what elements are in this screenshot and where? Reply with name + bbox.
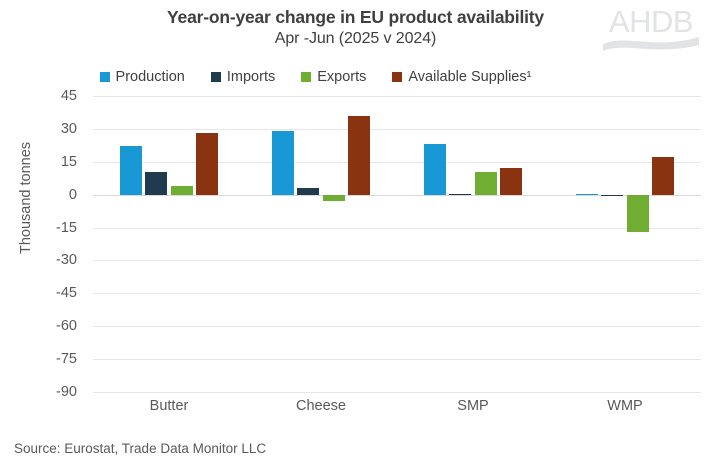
gridline bbox=[93, 293, 701, 295]
chart-legend: Production Imports Exports Available Suppli… bbox=[0, 69, 711, 85]
gridline bbox=[93, 326, 701, 328]
bar-group bbox=[93, 96, 245, 392]
bar[interactable] bbox=[474, 171, 497, 195]
legend-swatch-icon bbox=[99, 72, 110, 82]
source-note: Source: Eurostat, Trade Data Monitor LLC bbox=[14, 441, 267, 456]
y-axis-tick-label: -15 bbox=[56, 219, 77, 236]
title-block: Year-on-year change in EU product availa… bbox=[0, 6, 711, 49]
chart-subtitle: Apr -Jun (2025 v 2024) bbox=[274, 30, 437, 47]
legend-label: Imports bbox=[226, 69, 276, 85]
y-axis-tick-label: 45 bbox=[60, 88, 77, 104]
bar[interactable] bbox=[322, 194, 345, 202]
bar[interactable] bbox=[449, 194, 472, 196]
gridline bbox=[93, 227, 701, 229]
legend-swatch-icon bbox=[301, 72, 312, 82]
y-axis-tick-label: -45 bbox=[56, 285, 77, 302]
legend-item[interactable]: Available Supplies¹ bbox=[392, 69, 531, 85]
y-axis-tick-label: -60 bbox=[56, 318, 77, 335]
y-axis-tick-label: -90 bbox=[56, 384, 77, 400]
logo-text: AHDB bbox=[609, 4, 693, 39]
legend-swatch-icon bbox=[210, 72, 221, 82]
bar[interactable] bbox=[499, 168, 523, 195]
legend-item[interactable]: Exports bbox=[301, 69, 366, 85]
plot-area bbox=[93, 96, 701, 393]
y-axis-tick-label: 15 bbox=[60, 153, 77, 170]
bar-group bbox=[549, 96, 701, 392]
legend-swatch-icon bbox=[392, 72, 403, 82]
y-axis-tick-labels: 45 30 15 0 -15 -30 -45 -60 -75 -90 bbox=[0, 88, 85, 400]
chart-title: Year-on-year change in EU product availa… bbox=[167, 7, 544, 27]
gridline bbox=[93, 161, 701, 163]
bar[interactable] bbox=[297, 188, 320, 195]
gridline bbox=[93, 128, 701, 130]
bar[interactable] bbox=[145, 171, 168, 195]
gridline bbox=[93, 359, 701, 361]
bar[interactable] bbox=[195, 133, 219, 195]
gridline bbox=[93, 96, 701, 97]
bar[interactable] bbox=[271, 131, 295, 195]
bar[interactable] bbox=[626, 194, 649, 232]
x-axis-category-label: Butter bbox=[149, 398, 189, 414]
bar[interactable] bbox=[170, 185, 193, 195]
gridline bbox=[93, 260, 701, 262]
bar[interactable] bbox=[347, 115, 371, 195]
x-axis-category-label: Cheese bbox=[296, 398, 346, 414]
x-axis-category-labels: Butter Cheese SMP WMP bbox=[93, 398, 701, 414]
bar-group bbox=[397, 96, 549, 392]
y-axis-tick-label: 0 bbox=[68, 186, 77, 203]
y-axis-tick-label: -30 bbox=[56, 252, 77, 269]
bar[interactable] bbox=[575, 193, 599, 195]
ahdb-logo: AHDB bbox=[603, 4, 699, 51]
zero-gridline bbox=[93, 194, 701, 196]
y-axis-tick-label: -75 bbox=[56, 351, 77, 368]
x-axis-category-label: WMP bbox=[607, 398, 643, 414]
bar[interactable] bbox=[601, 194, 624, 196]
legend-label: Production bbox=[115, 69, 185, 85]
legend-label: Exports bbox=[317, 69, 367, 85]
bar[interactable] bbox=[423, 144, 447, 195]
x-axis-category-label: SMP bbox=[457, 398, 489, 414]
bar-group bbox=[245, 96, 397, 392]
gridline bbox=[93, 392, 701, 393]
y-axis-tick-label: 30 bbox=[60, 120, 77, 137]
legend-label: Available Supplies¹ bbox=[408, 69, 532, 85]
bar[interactable] bbox=[119, 146, 143, 195]
y-axis-title: Thousand tonnes bbox=[18, 141, 34, 255]
logo-swoosh-icon bbox=[603, 37, 699, 51]
legend-item[interactable]: Imports bbox=[210, 69, 276, 85]
bar-groups bbox=[93, 96, 701, 392]
legend-item[interactable]: Production bbox=[99, 69, 185, 85]
bar[interactable] bbox=[651, 157, 675, 195]
